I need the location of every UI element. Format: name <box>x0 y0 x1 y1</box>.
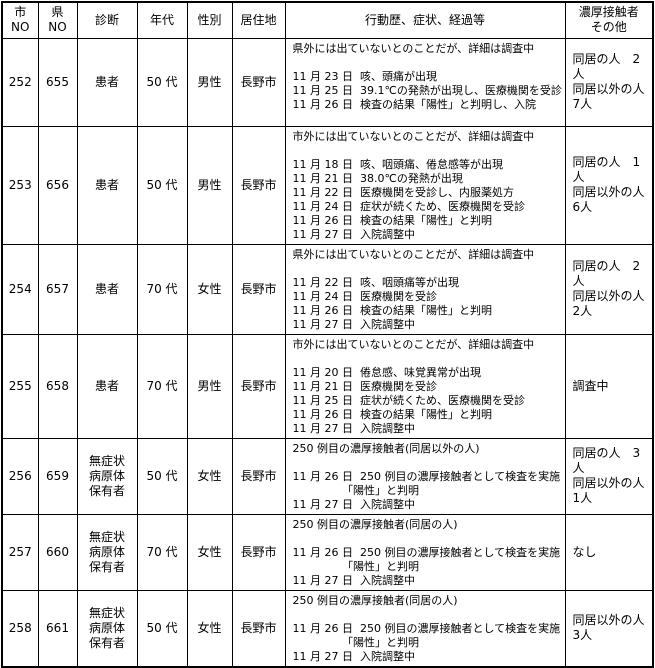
cell-residence: 長野市 <box>231 125 286 245</box>
col-header-diagnosis: 診断 <box>76 1 138 39</box>
col-header-city-no: 市 NO <box>1 1 39 39</box>
cell-history: 市外には出ていないとのことだが、詳細は調査中 11 月 20 日 倦怠感、味覚異… <box>284 333 566 439</box>
cell-age: 70 代 <box>136 243 188 335</box>
cell-history: 県外には出ていないとのことだが、詳細は調査中 11 月 23 日 咳、頭痛が出現… <box>284 37 566 127</box>
cell-age: 50 代 <box>136 125 188 245</box>
cell-contacts: 同居の人 3人 同居以外の人 1人 <box>564 437 654 515</box>
cell-pref-no: 657 <box>37 243 78 335</box>
cell-residence: 長野市 <box>231 37 286 127</box>
cell-residence: 長野市 <box>231 333 286 439</box>
cell-city-no: 256 <box>1 437 39 515</box>
cell-gender: 男性 <box>186 37 233 127</box>
table-row-258: 258 661 無症状 病原体 保有者 50 代 女性 長野市 250 例目の濃… <box>1 589 654 667</box>
cell-history: 250 例目の濃厚接触者(同居以外の人) 11 月 26 日 250 例目の濃厚… <box>284 437 566 515</box>
cell-gender: 男性 <box>186 125 233 245</box>
cell-pref-no: 661 <box>37 589 78 667</box>
cell-residence: 長野市 <box>231 589 286 667</box>
cell-residence: 長野市 <box>231 513 286 591</box>
col-header-residence: 居住地 <box>231 1 286 39</box>
col-header-age: 年代 <box>136 1 188 39</box>
cell-gender: 女性 <box>186 589 233 667</box>
cell-diagnosis: 患者 <box>76 37 138 127</box>
cell-contacts: 調査中 <box>564 333 654 439</box>
table-row-255: 255 658 患者 70 代 男性 長野市 市外には出ていないとのことだが、詳… <box>1 333 654 439</box>
cell-city-no: 253 <box>1 125 39 245</box>
cell-contacts: なし <box>564 513 654 591</box>
cell-gender: 女性 <box>186 437 233 515</box>
cell-residence: 長野市 <box>231 243 286 335</box>
col-header-contacts: 濃厚接触者 その他 <box>564 1 654 39</box>
cell-diagnosis: 患者 <box>76 125 138 245</box>
cell-contacts: 同居以外の人 3人 <box>564 589 654 667</box>
table-row-252: 252 655 患者 50 代 男性 長野市 県外には出ていないとのことだが、詳… <box>1 37 654 127</box>
cell-diagnosis: 患者 <box>76 333 138 439</box>
cell-city-no: 258 <box>1 589 39 667</box>
cell-history: 県外には出ていないとのことだが、詳細は調査中 11 月 22 日 咳、咽頭痛等が… <box>284 243 566 335</box>
cell-pref-no: 655 <box>37 37 78 127</box>
cell-age: 50 代 <box>136 437 188 515</box>
cell-age: 50 代 <box>136 589 188 667</box>
cell-pref-no: 656 <box>37 125 78 245</box>
cell-city-no: 257 <box>1 513 39 591</box>
cell-contacts: 同居の人 1人 同居以外の人 6人 <box>564 125 654 245</box>
cell-gender: 男性 <box>186 333 233 439</box>
table-row-257: 257 660 無症状 病原体 保有者 70 代 女性 長野市 250 例目の濃… <box>1 513 654 591</box>
cell-diagnosis: 無症状 病原体 保有者 <box>76 437 138 515</box>
cell-residence: 長野市 <box>231 437 286 515</box>
cell-city-no: 255 <box>1 333 39 439</box>
cell-pref-no: 660 <box>37 513 78 591</box>
cell-history: 250 例目の濃厚接触者(同居の人) 11 月 26 日 250 例目の濃厚接触… <box>284 589 566 667</box>
cell-history: 市外には出ていないとのことだが、詳細は調査中 11 月 18 日 咳、咽頭痛、倦… <box>284 125 566 245</box>
cell-contacts: 同居の人 2人 同居以外の人 7人 <box>564 37 654 127</box>
cell-city-no: 254 <box>1 243 39 335</box>
cell-diagnosis: 無症状 病原体 保有者 <box>76 589 138 667</box>
col-header-pref-no: 県 NO <box>37 1 78 39</box>
cell-gender: 女性 <box>186 513 233 591</box>
cell-diagnosis: 患者 <box>76 243 138 335</box>
table-header-row: 市 NO 県 NO 診断 年代 性別 居住地 行動歴、症状、経過等 濃厚接触者 … <box>1 1 654 39</box>
col-header-history: 行動歴、症状、経過等 <box>284 1 566 39</box>
col-header-gender: 性別 <box>186 1 233 39</box>
cell-city-no: 252 <box>1 37 39 127</box>
cell-pref-no: 659 <box>37 437 78 515</box>
cell-age: 70 代 <box>136 513 188 591</box>
cell-contacts: 同居の人 2人 同居以外の人 2人 <box>564 243 654 335</box>
cell-diagnosis: 無症状 病原体 保有者 <box>76 513 138 591</box>
cell-pref-no: 658 <box>37 333 78 439</box>
table-row-254: 254 657 患者 70 代 女性 長野市 県外には出ていないとのことだが、詳… <box>1 243 654 335</box>
cell-age: 50 代 <box>136 37 188 127</box>
table-row-256: 256 659 無症状 病原体 保有者 50 代 女性 長野市 250 例目の濃… <box>1 437 654 515</box>
cell-history: 250 例目の濃厚接触者(同居の人) 11 月 26 日 250 例目の濃厚接触… <box>284 513 566 591</box>
cell-gender: 女性 <box>186 243 233 335</box>
cell-age: 70 代 <box>136 333 188 439</box>
table-row-253: 253 656 患者 50 代 男性 長野市 市外には出ていないとのことだが、詳… <box>1 125 654 245</box>
